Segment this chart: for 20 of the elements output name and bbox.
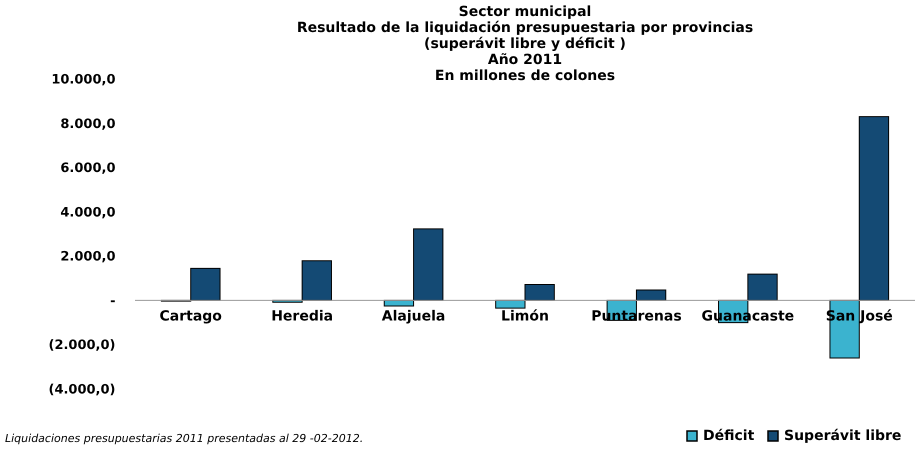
x-tick-label: Heredia [271, 308, 334, 324]
y-tick-label: 4.000,0 [60, 205, 116, 220]
y-tick-label: 10.000,0 [51, 72, 116, 88]
y-tick-label: 6.000,0 [60, 161, 116, 176]
legend-label: Superávit libre [784, 428, 902, 444]
y-tick-label: (2.000,0) [48, 338, 116, 354]
x-tick-label: Limón [501, 308, 549, 324]
text: (superávit libre y déficit ) [424, 36, 626, 52]
x-tick-label: Cartago [160, 308, 222, 324]
y-tick-label: 2.000,0 [60, 250, 116, 265]
legend-label: Déficit [703, 428, 755, 444]
y-tick-label: 8.000,0 [60, 116, 116, 132]
text: En millones de colones [434, 68, 616, 84]
text: Año 2011 [488, 52, 562, 68]
x-tick-label: Alajuela [382, 308, 446, 324]
text: Sector municipal [458, 4, 592, 20]
y-tick-label: - [110, 294, 116, 309]
text: Resultado de la liquidación presupuestaria por provincias [296, 20, 754, 36]
text: Liquidaciones presupuestarias 2011 presentadas al 29 -02-2012. [5, 432, 364, 445]
y-tick-label: (4.000,0) [48, 382, 116, 398]
